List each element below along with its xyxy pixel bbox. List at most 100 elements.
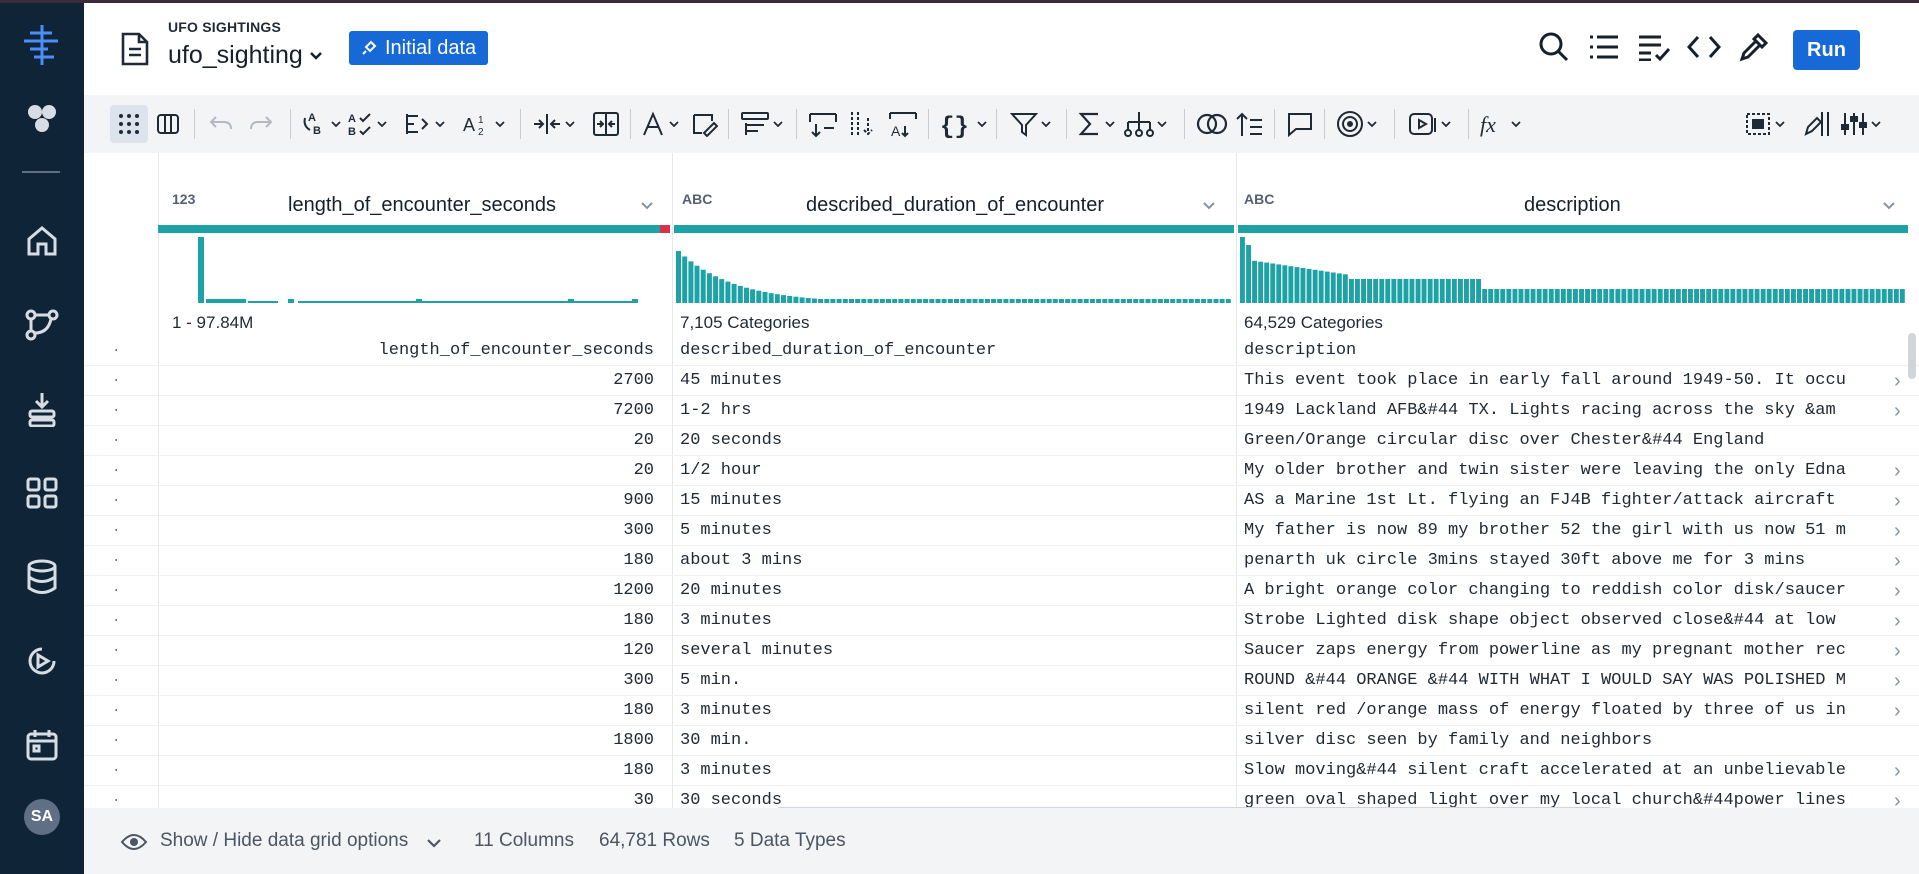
table-cell[interactable]: 15 minutes (680, 491, 783, 510)
text-format-icon[interactable] (642, 105, 679, 143)
insert-row-icon[interactable] (808, 105, 838, 143)
table-row[interactable]: · 180 3 minutes Strobe Lighted disk shape o… (84, 606, 1919, 636)
table-cell[interactable]: 1800 (613, 731, 654, 750)
table-cell[interactable]: 2700 (613, 371, 654, 390)
table-cell[interactable]: 5 min. (680, 671, 742, 690)
table-cell[interactable]: My older brother and twin sister were le… (1244, 461, 1846, 480)
table-cell[interactable]: 20 (633, 431, 654, 450)
split-column-icon[interactable] (532, 105, 575, 143)
vertical-scrollbar[interactable] (1908, 333, 1916, 379)
checklist-icon[interactable] (1636, 29, 1672, 65)
table-cell[interactable]: 30 min. (680, 731, 752, 750)
align-icon[interactable] (404, 105, 445, 143)
table-row[interactable]: · 180 3 minutes Slow moving&#44 silent craf… (84, 756, 1919, 786)
expand-arrow-icon[interactable]: › (1894, 580, 1901, 602)
table-row[interactable]: · 20 20 seconds Green/Orange circular disc … (84, 426, 1919, 456)
table-row[interactable]: · 20 1/2 hour My older brother and twin sis… (84, 456, 1919, 486)
table-cell[interactable]: 20 minutes (680, 581, 783, 600)
table-row[interactable]: · 180 about 3 mins penarth uk circle 3mins … (84, 546, 1919, 576)
table-cell[interactable]: 180 (623, 761, 654, 780)
apps-icon[interactable] (20, 471, 64, 515)
table-cell[interactable]: 20 seconds (680, 431, 783, 450)
table-cell[interactable]: ROUND &#44 ORANGE &#44 WITH WHAT I WOULD… (1244, 671, 1846, 690)
filter-icon[interactable] (1010, 105, 1051, 143)
table-cell[interactable]: My father is now 89 my brother 52 the gi… (1244, 521, 1846, 540)
column-header-duration[interactable]: described_duration_of_encounter (806, 194, 1104, 216)
table-cell[interactable]: 900 (623, 491, 654, 510)
table-cell[interactable]: 45 minutes (680, 371, 783, 390)
table-cell[interactable]: Slow moving&#44 silent craft accelerated… (1244, 761, 1846, 780)
table-cell[interactable]: 5 minutes (680, 521, 772, 540)
table-cell[interactable]: 1/2 hour (680, 461, 762, 480)
table-cell[interactable]: 180 (623, 701, 654, 720)
initial-data-button[interactable]: Initial data (349, 31, 489, 65)
table-cell[interactable]: This event took place in early fall arou… (1244, 371, 1846, 390)
expand-arrow-icon[interactable]: › (1894, 760, 1901, 782)
table-cell[interactable]: 1200 (613, 581, 654, 600)
chevron-down-icon[interactable] (640, 201, 654, 211)
table-cell[interactable]: 300 (623, 521, 654, 540)
table-cell[interactable]: 180 (623, 551, 654, 570)
table-cell[interactable]: 3 minutes (680, 701, 772, 720)
table-cell[interactable]: silent red /orange mass of energy floate… (1244, 701, 1846, 720)
grid-options-toggle[interactable]: Show / Hide data grid options (160, 830, 409, 851)
user-avatar[interactable]: SA (24, 799, 60, 835)
flow-icon[interactable] (20, 303, 64, 347)
merge-column-icon[interactable] (592, 105, 620, 143)
json-icon[interactable]: {} (940, 105, 987, 143)
grid-view-icon[interactable] (110, 105, 148, 143)
table-cell[interactable]: Saucer zaps energy from powerline as my … (1244, 641, 1846, 660)
format-column-icon[interactable] (740, 105, 783, 143)
comment-icon[interactable] (1286, 105, 1314, 143)
table-row[interactable]: · 7200 1-2 hrs 1949 Lackland AFB&#44 TX. Li… (84, 396, 1919, 426)
table-cell[interactable]: description (1244, 341, 1357, 360)
table-row[interactable]: · 2700 45 minutes This event took place in … (84, 366, 1919, 396)
expand-arrow-icon[interactable]: › (1894, 370, 1901, 392)
chevron-down-icon[interactable] (1882, 201, 1896, 211)
expand-arrow-icon[interactable]: › (1894, 460, 1901, 482)
chevron-down-icon[interactable] (1202, 201, 1216, 211)
column-header-description[interactable]: description (1524, 194, 1621, 216)
table-row[interactable]: · 900 15 minutes AS a Marine 1st Lt. flying… (84, 486, 1919, 516)
table-cell[interactable]: 30 seconds (680, 791, 783, 810)
join-icon[interactable] (1196, 105, 1228, 143)
hierarchy-icon[interactable] (1124, 105, 1167, 143)
table-cell[interactable]: 300 (623, 671, 654, 690)
calendar-icon[interactable] (20, 723, 64, 767)
eye-icon[interactable] (120, 832, 148, 852)
settings-sliders-icon[interactable] (1840, 105, 1881, 143)
expand-arrow-icon[interactable]: › (1894, 520, 1901, 542)
expand-arrow-icon[interactable]: › (1894, 610, 1901, 632)
sort-rows-icon[interactable] (1234, 105, 1264, 143)
table-row[interactable]: · 300 5 min. ROUND &#44 ORANGE &#44 WITH WH… (84, 666, 1919, 696)
expand-arrow-icon[interactable]: › (1894, 400, 1901, 422)
file-name-dropdown[interactable]: ufo_sighting (168, 41, 323, 70)
table-row[interactable]: · 300 5 minutes My father is now 89 my brot… (84, 516, 1919, 546)
code-icon[interactable] (1686, 29, 1722, 65)
table-cell[interactable]: 20 (633, 461, 654, 480)
logo-icon[interactable] (20, 23, 64, 67)
table-cell[interactable]: about 3 mins (680, 551, 803, 570)
table-cell[interactable]: AS a Marine 1st Lt. flying an FJ4B fight… (1244, 491, 1836, 510)
table-cell[interactable]: 7200 (613, 401, 654, 420)
table-cell[interactable]: 180 (623, 611, 654, 630)
select-icon[interactable] (1744, 105, 1785, 143)
expand-arrow-icon[interactable]: › (1894, 490, 1901, 512)
workflow-icon[interactable] (1408, 105, 1451, 143)
eyedropper-icon[interactable] (1736, 29, 1772, 65)
import-icon[interactable] (20, 387, 64, 431)
table-row[interactable]: · 180 3 minutes silent red /orange mass of … (84, 696, 1919, 726)
table-cell[interactable]: Green/Orange circular disc over Chester&… (1244, 431, 1765, 450)
table-cell[interactable]: green oval shaped light over my local ch… (1244, 791, 1846, 810)
table-cell[interactable]: A bright orange color changing to reddis… (1244, 581, 1846, 600)
run-button[interactable]: Run (1793, 30, 1860, 70)
table-cell[interactable]: 1949 Lackland AFB&#44 TX. Lights racing … (1244, 401, 1836, 420)
table-cell[interactable]: Strobe Lighted disk shape object observe… (1244, 611, 1836, 630)
column-header-length[interactable]: length_of_encounter_seconds (288, 194, 556, 216)
function-icon[interactable]: fx (1480, 105, 1521, 143)
expand-arrow-icon[interactable]: › (1894, 700, 1901, 722)
play-icon[interactable] (20, 639, 64, 683)
expand-arrow-icon[interactable]: › (1894, 790, 1901, 812)
